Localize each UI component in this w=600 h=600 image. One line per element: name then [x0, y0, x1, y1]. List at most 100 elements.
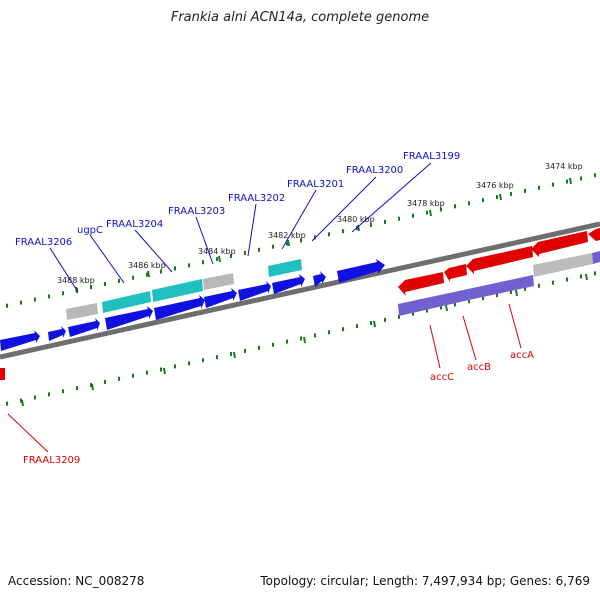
scale-ticks: 3488 kbp 3486 kbp 3484 kbp 3482 kbp 3480… — [21, 162, 588, 407]
gene-arrow-forward[interactable] — [68, 318, 100, 337]
minor-tick — [90, 285, 92, 290]
major-tick — [303, 336, 306, 344]
leader-line — [462, 315, 477, 361]
minor-tick — [580, 176, 582, 181]
minor-tick — [496, 293, 498, 298]
gene-label[interactable]: FRAAL3200 — [346, 165, 403, 176]
minor-tick — [286, 241, 288, 246]
tick-label: 3474 kbp — [545, 162, 583, 171]
minor-tick — [426, 210, 428, 215]
major-tick — [147, 270, 150, 278]
minor-tick — [188, 361, 190, 366]
minor-tick — [230, 254, 232, 259]
minor-tick — [258, 345, 260, 350]
leader-line — [311, 176, 377, 242]
gene-label[interactable]: FRAAL3202 — [228, 193, 285, 204]
major-tick — [91, 383, 94, 391]
tick-label: 3484 kbp — [198, 247, 236, 256]
gene-label[interactable]: FRAAL3201 — [287, 179, 344, 190]
gene-arrow-reverse[interactable] — [588, 228, 600, 241]
gene-label[interactable]: FRAAL3206 — [15, 237, 72, 248]
gene-label[interactable]: accA — [510, 350, 534, 361]
leader-line — [429, 324, 441, 369]
minor-tick — [132, 275, 134, 280]
minor-tick — [328, 232, 330, 237]
gene-arrow-forward[interactable] — [204, 288, 237, 308]
minor-tick — [6, 401, 8, 406]
gene-purple[interactable] — [592, 251, 600, 264]
genome-backbone — [0, 221, 600, 360]
gene-label[interactable]: ugpC — [77, 225, 103, 236]
gene-purple[interactable] — [468, 275, 534, 300]
gene-cyan[interactable] — [102, 291, 151, 313]
minor-tick — [188, 263, 190, 268]
gene-gray[interactable] — [533, 253, 593, 277]
leader-line — [351, 162, 432, 233]
minor-tick — [216, 355, 218, 360]
gene-label[interactable]: FRAAL3203 — [168, 206, 225, 217]
gene-arrow-forward[interactable] — [337, 259, 385, 283]
gene-arrow-forward[interactable] — [154, 295, 205, 320]
minor-tick — [440, 305, 442, 310]
minor-tick — [440, 207, 442, 212]
major-tick — [287, 239, 290, 247]
minor-tick — [594, 271, 596, 276]
gene-arrow-forward[interactable] — [105, 306, 153, 330]
minor-tick — [202, 260, 204, 265]
major-tick — [569, 177, 572, 185]
minor-tick — [524, 286, 526, 291]
gene-arrow-forward[interactable] — [238, 281, 271, 301]
minor-tick — [272, 244, 274, 249]
gene-arrow-reverse[interactable] — [444, 264, 467, 282]
accession-text: Accession: NC_008278 — [8, 574, 145, 588]
gene-cyan[interactable] — [152, 279, 203, 302]
minor-tick — [412, 213, 414, 218]
gene-label[interactable]: accB — [467, 362, 491, 373]
gene-red-edge[interactable] — [0, 368, 5, 380]
minor-tick — [230, 352, 232, 357]
minor-tick — [468, 201, 470, 206]
minor-tick — [412, 311, 414, 316]
gene-label[interactable]: FRAAL3209 — [23, 455, 80, 466]
minor-tick — [244, 348, 246, 353]
minor-tick — [356, 324, 358, 329]
major-tick — [21, 399, 24, 407]
minor-tick — [76, 386, 78, 391]
minor-tick — [300, 336, 302, 341]
gene-arrow-forward[interactable] — [48, 326, 66, 341]
minor-tick — [454, 302, 456, 307]
gene-cyan[interactable] — [268, 259, 302, 277]
minor-tick — [552, 182, 554, 187]
gene-arrow-forward[interactable] — [0, 330, 40, 351]
gene-purple[interactable] — [398, 289, 469, 316]
gene-arrow-forward[interactable] — [272, 274, 305, 294]
major-tick — [233, 351, 236, 359]
minor-tick — [370, 320, 372, 325]
minor-tick — [538, 185, 540, 190]
gene-arrow-forward[interactable] — [313, 271, 326, 287]
minor-tick — [20, 398, 22, 403]
forward-genes-inner — [0, 259, 385, 351]
minor-tick — [132, 373, 134, 378]
gene-label[interactable]: FRAAL3199 — [403, 151, 460, 162]
minor-tick — [34, 297, 36, 302]
gene-gray[interactable] — [66, 303, 98, 320]
minor-tick — [244, 250, 246, 255]
map-title: Frankia alni ACN14a, complete genome — [170, 10, 430, 25]
gene-label[interactable]: accC — [430, 372, 454, 383]
minor-tick — [174, 266, 176, 271]
minor-tick — [384, 219, 386, 224]
gene-label[interactable]: FRAAL3204 — [106, 219, 163, 230]
major-tick — [499, 193, 502, 201]
minor-tick — [146, 272, 148, 277]
gene-arrow-reverse[interactable] — [531, 231, 588, 257]
gene-arrow-reverse[interactable] — [466, 246, 533, 274]
minor-tick — [510, 289, 512, 294]
minor-tick — [370, 222, 372, 227]
minor-tick — [314, 333, 316, 338]
gene-arrow-reverse[interactable] — [398, 272, 444, 296]
minor-tick — [62, 291, 64, 296]
leader-line — [89, 234, 125, 284]
gene-gray[interactable] — [203, 273, 234, 290]
minor-tick — [566, 277, 568, 282]
